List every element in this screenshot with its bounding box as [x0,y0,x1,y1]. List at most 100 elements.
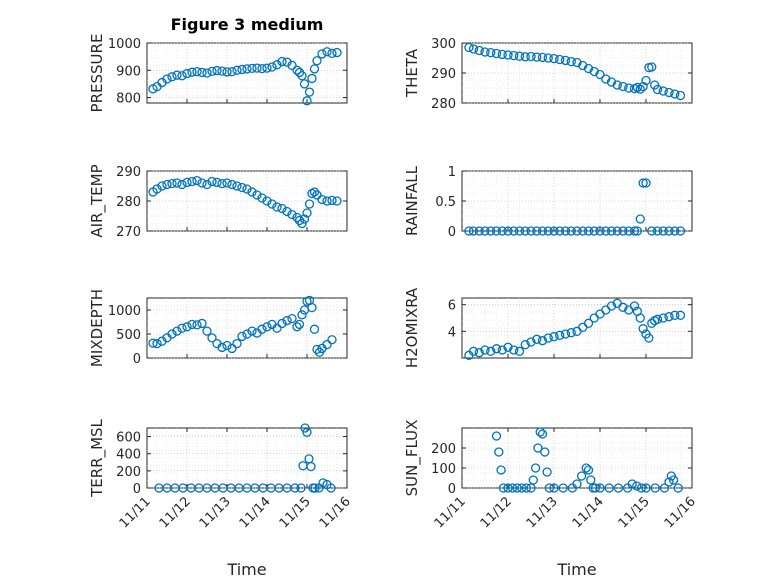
data-point [474,348,484,358]
data-point [302,427,312,437]
data-point [306,461,316,472]
figure-title: Figure 3 medium [171,15,324,34]
data-point [222,67,232,77]
data-point [526,226,536,236]
data-point [670,310,680,320]
data-point [595,226,605,236]
data-point [658,86,668,96]
data-point [537,336,548,346]
data-point [192,66,202,77]
data-point [327,195,337,206]
data-point [647,62,657,72]
data-point [629,226,640,236]
data-point [555,330,565,340]
data-point [503,342,513,352]
data-point [549,226,559,236]
data-point [528,475,538,485]
data-point [486,226,496,236]
y-axis-label: THETA [403,48,421,98]
y-tick-label: 0 [133,482,141,497]
data-point [496,465,506,475]
data-point [177,71,187,81]
data-point [532,334,542,344]
data-point [589,226,599,236]
data-point [282,315,292,326]
data-point [581,463,591,473]
data-point [187,176,197,187]
data-point [297,218,307,229]
data-point [578,60,588,71]
x-axis-label: Time [226,560,266,579]
data-point [613,483,624,493]
data-point [187,67,197,77]
data-point [322,196,332,206]
data-point [202,68,212,78]
data-point [514,226,525,236]
data-point [212,177,222,188]
data-point [474,45,484,56]
y-axis-label: AIR_TEMP [88,164,107,237]
data-point [583,318,594,328]
x-tick-label: 11/12 [478,494,515,531]
data-point [675,310,686,320]
data-point [520,226,530,236]
data-point [332,196,342,206]
data-point [202,326,212,336]
data-point [294,319,305,330]
data-point [638,178,648,188]
data-point [632,481,642,491]
data-point [322,47,332,57]
y-axis-label: PRESSURE [88,34,106,113]
data-point [287,60,297,71]
data-point [537,52,548,63]
data-point [498,483,509,493]
data-point [272,323,282,333]
data-point [537,429,548,439]
y-tick-label: 290 [116,165,141,180]
data-point [486,47,496,58]
data-point [514,51,525,61]
x-tick-label: 11/12 [157,494,194,531]
y-tick-label: 0 [133,352,141,367]
data-point [202,179,212,190]
data-point [237,331,247,342]
data-point [658,313,668,323]
subplot-air_temp: 270 280 290 AIR_TEMP [88,164,348,240]
data-point [612,80,622,90]
data-point [237,182,247,193]
data-point [172,326,182,336]
data-point [491,431,502,441]
data-point [503,483,513,493]
data-point [187,319,197,330]
data-point [566,56,576,67]
data-point [307,73,317,84]
data-point [247,63,257,74]
data-point [252,63,262,73]
x-tick-label: 11/15 [616,494,653,531]
data-point [486,346,496,356]
data-point [644,333,654,343]
data-point [302,208,312,218]
data-point [167,329,177,339]
data-point [668,475,679,485]
data-point [182,322,192,332]
data-point [507,483,518,493]
data-point [560,55,571,66]
y-tick-label: 1000 [108,304,141,319]
y-axis-label: TERR_MSL [88,418,107,497]
data-point [560,329,571,339]
data-point [503,226,513,236]
subplot-sun_flux: 0 100 200 11/11 11/12 11/13 11/14 11/15 11/16 SUN… [403,420,699,579]
data-point [232,65,242,75]
data-point [503,50,513,60]
data-point [635,84,645,94]
data-point [618,81,628,92]
data-point [572,226,582,236]
data-point [247,187,257,197]
data-point [543,333,553,343]
y-tick-label: 900 [116,64,141,79]
data-point [292,65,302,75]
data-point [257,324,267,334]
data-point [543,226,553,236]
data-point [664,312,674,322]
